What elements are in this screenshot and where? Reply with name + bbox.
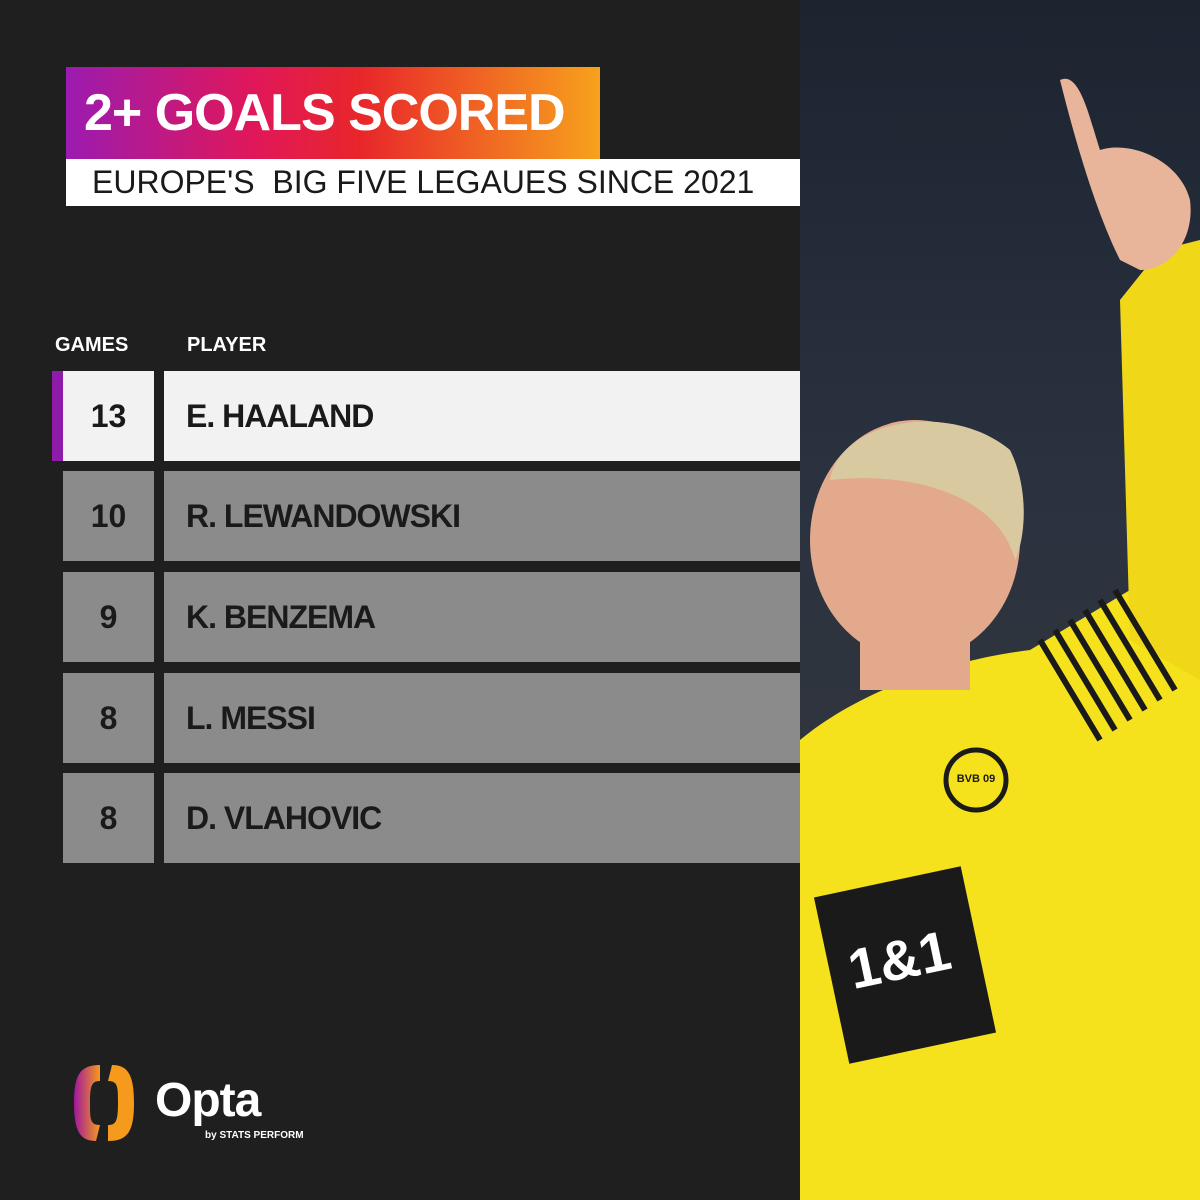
opta-logo-icon: [74, 1065, 134, 1141]
table-row: 10 R. LEWANDOWSKI: [63, 471, 800, 561]
games-cell: 10: [63, 471, 154, 561]
games-cell: 8: [63, 673, 154, 763]
player-cell: E. HAALAND: [164, 371, 800, 461]
games-cell: 13: [63, 371, 154, 461]
opta-tagline: by STATS PERFORM: [205, 1130, 304, 1141]
player-cell: K. BENZEMA: [164, 572, 800, 662]
club-badge: BVB 09: [956, 773, 996, 785]
opta-logo-text: Opta: [155, 1074, 261, 1127]
table-row: 13 E. HAALAND: [52, 371, 800, 461]
player-cell: R. LEWANDOWSKI: [164, 471, 800, 561]
player-header: PLAYER: [187, 334, 267, 356]
table-row: 8 L. MESSI: [63, 673, 800, 763]
highlight-accent: [52, 371, 63, 461]
games-cell: 8: [63, 773, 154, 863]
table-row: 9 K. BENZEMA: [63, 572, 800, 662]
player-cell: D. VLAHOVIC: [164, 773, 800, 863]
player-cell: L. MESSI: [164, 673, 800, 763]
table-row: 8 D. VLAHOVIC: [63, 773, 800, 863]
page-title: 2+ GOALS SCORED: [66, 67, 600, 159]
player-photo: 1&1 BVB 09: [800, 0, 1200, 1200]
infographic-panel: 2+ GOALS SCORED EUROPE'S BIG FIVE LEGAUE…: [52, 67, 815, 1141]
games-header: GAMES: [55, 334, 129, 356]
games-cell: 9: [63, 572, 154, 662]
subtitle: EUROPE'S BIG FIVE LEGAUES SINCE 2021: [66, 159, 815, 206]
player-illustration: [800, 78, 1200, 1200]
